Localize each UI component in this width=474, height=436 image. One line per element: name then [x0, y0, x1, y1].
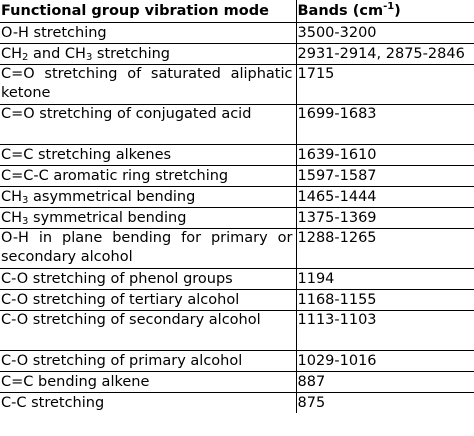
- table-row: C-O stretching of phenol groups 1194: [0, 268, 474, 290]
- mode-text: C=C-C aromatic ring stretching: [1, 168, 229, 184]
- mode-text: CH2 and CH3 stretching: [1, 46, 170, 63]
- vibration-bands-table: Functional group vibration mode Bands (c…: [0, 0, 474, 413]
- header-bands-sup: -1: [383, 1, 395, 12]
- header-row: Functional group vibration mode Bands (c…: [0, 0, 474, 23]
- mode-text: C-C stretching: [1, 395, 105, 411]
- table-row: CH2 and CH3 stretching 2931-2914, 2875-28…: [0, 43, 474, 65]
- bands-cell: 1715: [296, 64, 474, 105]
- bands-cell: 887: [296, 371, 474, 393]
- mode-cell: C=C-C aromatic ring stretching: [0, 165, 297, 187]
- bands-cell: 1597-1587: [296, 165, 474, 187]
- table-row: CH3 asymmetrical bending 1465-1444: [0, 186, 474, 208]
- mode-cell: C-C stretching: [0, 392, 297, 413]
- header-mode: Functional group vibration mode: [0, 0, 297, 23]
- header-bands-prefix: Bands (cm: [297, 3, 384, 19]
- mode-cell: C-O stretching of secondary alcohol: [0, 310, 297, 351]
- bands-cell: 1029-1016: [296, 350, 474, 372]
- mode-cell: C-O stretching of phenol groups: [0, 268, 297, 290]
- bands-cell: 1699-1683: [296, 104, 474, 145]
- mode-text: C-O stretching of primary alcohol: [1, 353, 243, 369]
- mode-cell: C-O stretching of primary alcohol: [0, 350, 297, 372]
- mode-cell: C=C bending alkene: [0, 371, 297, 393]
- bands-cell: 1639-1610: [296, 144, 474, 166]
- mode-cell: CH3 asymmetrical bending: [0, 186, 297, 208]
- mode-cell: C-O stretching of tertiary alcohol: [0, 289, 297, 311]
- mode-text: CH3 asymmetrical bending: [1, 189, 196, 206]
- table-row: CH3 symmetrical bending 1375-1369: [0, 207, 474, 229]
- header-bands: Bands (cm-1): [296, 0, 474, 23]
- bands-cell: 1375-1369: [296, 207, 474, 229]
- bands-cell: 875: [296, 392, 474, 413]
- table-row: C-O stretching of tertiary alcohol 1168-1…: [0, 289, 474, 311]
- mode-text: C=O stretching of saturated aliphatic ke…: [1, 66, 293, 101]
- mode-text: O-H in plane bending for primary or seco…: [1, 230, 293, 265]
- table-row: C=C stretching alkenes 1639-1610: [0, 144, 474, 166]
- mode-text: C=C stretching alkenes: [1, 147, 172, 163]
- table-row: C-C stretching 875: [0, 392, 474, 413]
- bands-cell: 1168-1155: [296, 289, 474, 311]
- mode-text: C=O stretching of conjugated acid: [1, 106, 252, 122]
- mode-text: C-O stretching of tertiary alcohol: [1, 292, 240, 308]
- mode-text: O-H stretching: [1, 25, 107, 41]
- bands-cell: 1288-1265: [296, 228, 474, 269]
- header-bands-suffix: ): [394, 3, 401, 19]
- table-row: C-O stretching of secondary alcohol 1113-…: [0, 310, 474, 351]
- bands-cell: 2931-2914, 2875-2846: [296, 43, 474, 65]
- mode-text: C-O stretching of phenol groups: [1, 271, 233, 287]
- mode-cell: CH3 symmetrical bending: [0, 207, 297, 229]
- table-row: C=O stretching of conjugated acid 1699-16…: [0, 104, 474, 145]
- mode-cell: C=O stretching of saturated aliphatic ke…: [0, 64, 297, 105]
- table-row: O-H stretching 3500-3200: [0, 22, 474, 44]
- bands-cell: 1465-1444: [296, 186, 474, 208]
- mode-text: CH3 symmetrical bending: [1, 210, 187, 227]
- table-row: C-O stretching of primary alcohol 1029-10…: [0, 350, 474, 372]
- mode-text: C-O stretching of secondary alcohol: [1, 312, 261, 328]
- table-row: C=C bending alkene 887: [0, 371, 474, 393]
- bands-cell: 3500-3200: [296, 22, 474, 44]
- mode-cell: C=C stretching alkenes: [0, 144, 297, 166]
- table-row: C=C-C aromatic ring stretching 1597-1587: [0, 165, 474, 187]
- mode-text: C=C bending alkene: [1, 374, 150, 390]
- mode-cell: O-H stretching: [0, 22, 297, 44]
- mode-cell: C=O stretching of conjugated acid: [0, 104, 297, 145]
- bands-cell: 1113-1103: [296, 310, 474, 351]
- bands-cell: 1194: [296, 268, 474, 290]
- table-row: C=O stretching of saturated aliphatic ke…: [0, 64, 474, 105]
- mode-cell: O-H in plane bending for primary or seco…: [0, 228, 297, 269]
- mode-cell: CH2 and CH3 stretching: [0, 43, 297, 65]
- table-row: O-H in plane bending for primary or seco…: [0, 228, 474, 269]
